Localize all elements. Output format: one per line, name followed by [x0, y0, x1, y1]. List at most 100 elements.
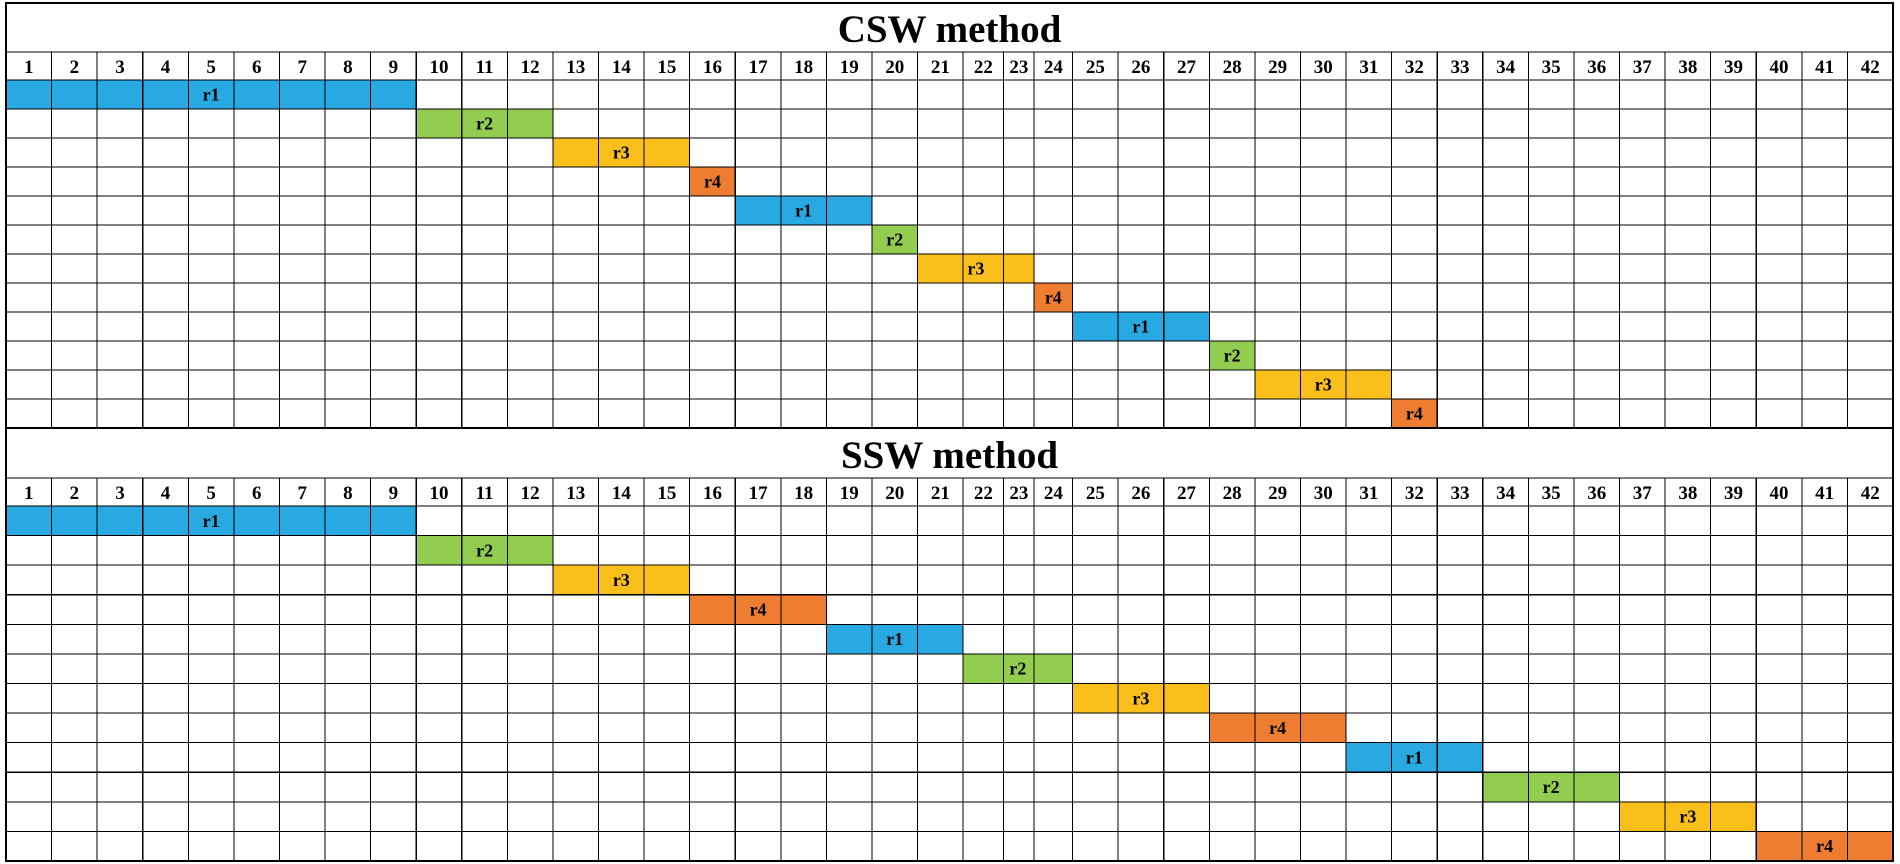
column-label: 35 [1542, 483, 1561, 504]
column-label: 11 [476, 483, 494, 504]
column-label: 1 [24, 57, 34, 78]
column-label: 18 [794, 57, 813, 78]
column-label: 25 [1086, 483, 1105, 504]
column-label: 10 [430, 483, 449, 504]
column-label: 33 [1450, 483, 1469, 504]
column-label: 23 [1009, 57, 1028, 78]
task-bar-r4 [689, 594, 827, 625]
column-label: 11 [476, 57, 494, 78]
column-label: 41 [1815, 57, 1834, 78]
column-label: 15 [657, 483, 676, 504]
column-label: 14 [612, 57, 632, 78]
column-label: 15 [657, 57, 676, 78]
task-label: r1 [886, 629, 903, 649]
task-bar-r2 [1209, 341, 1255, 370]
column-label: 12 [521, 57, 540, 78]
column-label: 38 [1678, 483, 1697, 504]
column-label: 9 [389, 483, 399, 504]
column-label: 4 [161, 57, 171, 78]
column-label: 13 [566, 483, 585, 504]
task-label: r1 [1132, 317, 1149, 337]
column-label: 2 [70, 483, 80, 504]
column-label: 32 [1405, 57, 1424, 78]
column-label: 27 [1177, 483, 1197, 504]
column-label: 35 [1542, 57, 1561, 78]
task-bar-r4 [1209, 713, 1347, 743]
column-label: 36 [1587, 57, 1606, 78]
column-label: 18 [794, 483, 813, 504]
task-label: r4 [1269, 718, 1286, 738]
column-label: 24 [1044, 57, 1064, 78]
column-label: 4 [161, 483, 171, 504]
column-label: 39 [1724, 57, 1743, 78]
task-label: r2 [476, 540, 493, 560]
column-label: 39 [1724, 483, 1743, 504]
column-label: 34 [1496, 483, 1516, 504]
column-label: 22 [974, 483, 993, 504]
task-bar-r1 [6, 506, 417, 536]
task-label: r1 [795, 201, 812, 221]
task-label: r3 [1679, 807, 1696, 827]
task-label: r2 [886, 230, 903, 250]
task-label: r2 [1009, 659, 1026, 679]
task-label: r3 [613, 570, 630, 590]
column-label: 29 [1268, 57, 1287, 78]
column-label: 9 [389, 57, 399, 78]
task-bar-r3 [917, 254, 1035, 283]
column-label: 41 [1815, 483, 1834, 504]
task-label: r4 [1406, 404, 1423, 424]
column-label: 16 [703, 483, 722, 504]
column-label: 42 [1861, 483, 1880, 504]
column-label: 31 [1359, 57, 1378, 78]
column-label: 26 [1131, 57, 1150, 78]
column-label: 27 [1177, 57, 1197, 78]
column-label: 10 [430, 57, 449, 78]
column-label: 5 [206, 483, 216, 504]
task-bar-r3 [552, 565, 690, 595]
column-label: 2 [70, 57, 80, 78]
task-bar-r4 [1034, 283, 1073, 312]
column-label: 6 [252, 483, 262, 504]
column-label: 31 [1359, 483, 1378, 504]
panel-title: SSW method [841, 434, 1058, 477]
column-label: 29 [1268, 483, 1287, 504]
column-label: 21 [931, 483, 950, 504]
task-label: r3 [967, 259, 984, 279]
column-label: 36 [1587, 483, 1606, 504]
column-label: 1 [24, 483, 34, 504]
panel-title: CSW method [838, 8, 1062, 51]
column-label: 7 [298, 57, 308, 78]
column-label: 28 [1223, 483, 1242, 504]
task-bar-r1 [6, 80, 417, 109]
task-bar-r4 [689, 167, 736, 196]
task-label: r3 [1132, 688, 1149, 708]
column-label: 34 [1496, 57, 1516, 78]
column-label: 24 [1044, 483, 1064, 504]
task-label: r1 [1406, 747, 1423, 767]
column-label: 7 [298, 483, 308, 504]
task-bar-r4 [1391, 399, 1438, 428]
column-label: 16 [703, 57, 722, 78]
task-bar-r3 [1072, 683, 1210, 714]
task-label: r1 [203, 85, 220, 105]
column-label: 21 [931, 57, 950, 78]
column-label: 37 [1633, 483, 1653, 504]
column-label: 3 [115, 57, 125, 78]
column-label: 28 [1223, 57, 1242, 78]
task-label: r1 [203, 511, 220, 531]
column-label: 6 [252, 57, 262, 78]
column-label: 23 [1009, 483, 1028, 504]
task-bar-r2 [1482, 772, 1620, 802]
task-label: r4 [1816, 836, 1833, 856]
column-label: 20 [885, 483, 904, 504]
task-bar-r2 [416, 535, 553, 566]
column-label: 5 [206, 57, 216, 78]
column-label: 14 [612, 483, 632, 504]
task-bar-r1 [1072, 312, 1210, 341]
task-bar-r2 [872, 225, 918, 254]
column-label: 17 [749, 483, 769, 504]
task-bar-r3 [1619, 801, 1757, 832]
